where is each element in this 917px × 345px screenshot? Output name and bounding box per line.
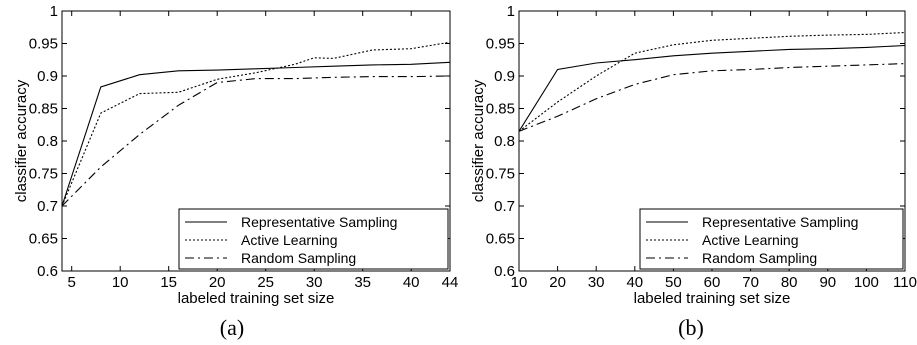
legend-box xyxy=(639,208,904,270)
x-tick-label: 60 xyxy=(704,274,721,291)
y-tick-label: 0.65 xyxy=(29,231,58,248)
x-tick-label: 90 xyxy=(819,274,836,291)
y-tick-label: 0.6 xyxy=(494,263,515,280)
y-tick-label: 0.85 xyxy=(486,101,515,118)
series-line-random-sampling xyxy=(518,63,906,132)
legend-label: Random Sampling xyxy=(241,250,356,266)
y-tick-label: 0.9 xyxy=(494,68,515,85)
x-tick-label: 44 xyxy=(442,274,459,291)
y-tick-label: 0.7 xyxy=(37,198,58,215)
y-tick-label: 0.95 xyxy=(486,36,515,53)
x-tick-label: 110 xyxy=(893,274,917,291)
legend-label: Representative Sampling xyxy=(702,214,858,230)
y-axis-label: classifier accuracy xyxy=(13,79,30,202)
x-tick-label: 80 xyxy=(781,274,798,291)
series-line-active-learning xyxy=(61,41,451,207)
y-tick-label: 0.85 xyxy=(29,101,58,118)
panel-caption: (b) xyxy=(678,315,704,340)
x-axis-label: labeled training set size xyxy=(634,290,791,307)
series-line-active-learning xyxy=(518,31,906,132)
x-axis-label: labeled training set size xyxy=(178,290,335,307)
y-tick-label: 0.8 xyxy=(494,133,515,150)
panel-caption: (a) xyxy=(220,315,244,340)
series-line-random-sampling xyxy=(61,75,451,207)
x-tick-label: 20 xyxy=(549,274,566,291)
x-tick-label: 10 xyxy=(511,274,528,291)
y-tick-label: 0.7 xyxy=(494,198,515,215)
y-tick-label: 0.75 xyxy=(29,166,58,183)
y-tick-label: 0.65 xyxy=(486,231,515,248)
y-tick-label: 0.75 xyxy=(486,166,515,183)
y-tick-label: 0.9 xyxy=(37,68,58,85)
y-tick-label: 0.95 xyxy=(29,36,58,53)
x-tick-label: 15 xyxy=(160,274,177,291)
legend: Representative Sampling Active Learning Ra… xyxy=(639,208,904,270)
x-tick-label: 30 xyxy=(306,274,323,291)
y-tick-label: 0.8 xyxy=(37,133,58,150)
legend-label: Representative Sampling xyxy=(241,214,397,230)
x-tick-label: 20 xyxy=(209,274,226,291)
y-tick-label: 0.6 xyxy=(37,263,58,280)
legend-box xyxy=(178,208,449,270)
x-tick-label: 40 xyxy=(626,274,643,291)
x-tick-label: 25 xyxy=(257,274,274,291)
series-line-representative-sampling xyxy=(518,44,906,132)
y-tick-label: 1 xyxy=(507,3,515,20)
x-tick-label: 70 xyxy=(742,274,759,291)
series-line-representative-sampling xyxy=(61,61,451,207)
x-tick-label: 35 xyxy=(354,274,371,291)
x-tick-label: 30 xyxy=(588,274,605,291)
x-tick-label: 10 xyxy=(112,274,129,291)
x-tick-label: 50 xyxy=(665,274,682,291)
x-tick-label: 100 xyxy=(854,274,879,291)
y-axis-label: classifier accuracy xyxy=(470,79,487,202)
legend-label: Random Sampling xyxy=(702,250,817,266)
x-tick-label: 5 xyxy=(68,274,76,291)
legend-label: Active Learning xyxy=(241,232,338,248)
legend: Representative Sampling Active Learning Ra… xyxy=(178,208,449,270)
x-tick-label: 40 xyxy=(403,274,420,291)
y-tick-label: 1 xyxy=(50,3,58,20)
legend-label: Active Learning xyxy=(702,232,799,248)
